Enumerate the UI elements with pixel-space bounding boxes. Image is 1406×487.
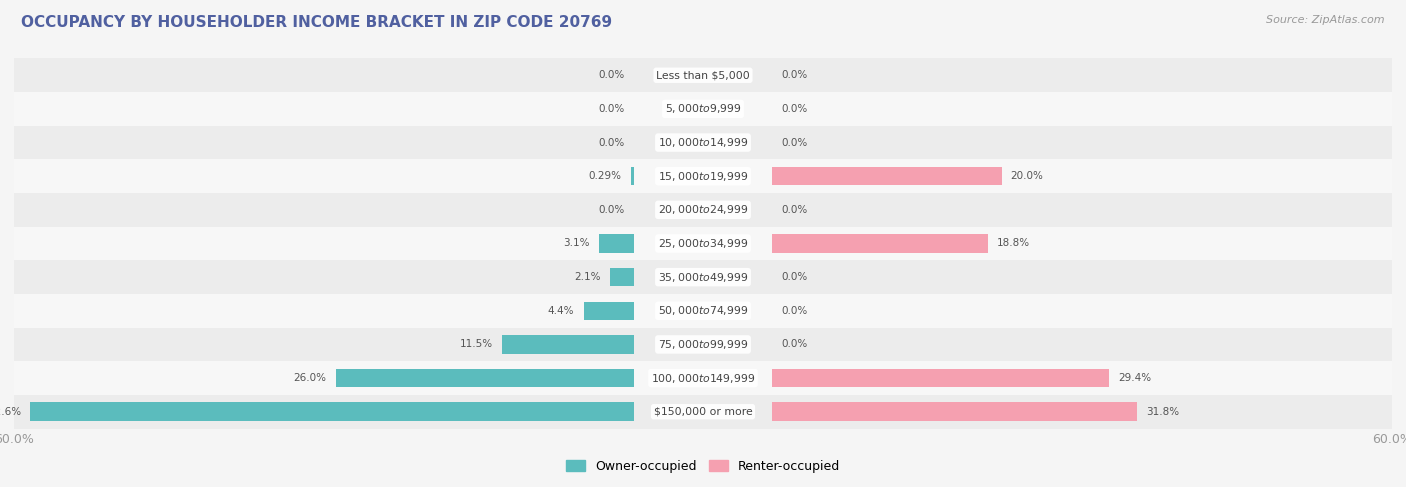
Text: 0.0%: 0.0% <box>782 272 807 282</box>
Bar <box>14 226 1392 261</box>
Bar <box>14 193 1392 226</box>
Bar <box>14 328 1392 361</box>
Bar <box>631 167 634 186</box>
Text: 29.4%: 29.4% <box>1119 373 1152 383</box>
Text: 52.6%: 52.6% <box>0 407 21 417</box>
Bar <box>14 92 1392 126</box>
Text: $75,000 to $99,999: $75,000 to $99,999 <box>658 338 748 351</box>
Bar <box>772 167 1001 186</box>
Bar <box>772 234 988 253</box>
Text: $50,000 to $74,999: $50,000 to $74,999 <box>658 304 748 318</box>
Text: 2.1%: 2.1% <box>574 272 600 282</box>
Text: 0.0%: 0.0% <box>782 205 807 215</box>
Text: $25,000 to $34,999: $25,000 to $34,999 <box>658 237 748 250</box>
Bar <box>14 58 1392 92</box>
Bar <box>610 268 634 286</box>
Text: $15,000 to $19,999: $15,000 to $19,999 <box>658 169 748 183</box>
Text: 0.0%: 0.0% <box>599 205 624 215</box>
Text: 0.0%: 0.0% <box>599 104 624 114</box>
Text: Less than $5,000: Less than $5,000 <box>657 70 749 80</box>
Text: Source: ZipAtlas.com: Source: ZipAtlas.com <box>1267 15 1385 25</box>
Bar <box>599 234 634 253</box>
Bar <box>14 126 1392 159</box>
Bar <box>14 361 1392 395</box>
Legend: Owner-occupied, Renter-occupied: Owner-occupied, Renter-occupied <box>561 455 845 478</box>
Text: 18.8%: 18.8% <box>997 239 1031 248</box>
Text: 0.0%: 0.0% <box>599 137 624 148</box>
Bar <box>583 301 634 320</box>
Text: 0.0%: 0.0% <box>782 70 807 80</box>
Text: $35,000 to $49,999: $35,000 to $49,999 <box>658 271 748 283</box>
Text: 0.0%: 0.0% <box>782 339 807 350</box>
Bar <box>502 335 634 354</box>
Text: 0.0%: 0.0% <box>782 137 807 148</box>
Text: 0.29%: 0.29% <box>589 171 621 181</box>
Text: $100,000 to $149,999: $100,000 to $149,999 <box>651 372 755 385</box>
Text: 11.5%: 11.5% <box>460 339 494 350</box>
Text: 0.0%: 0.0% <box>782 104 807 114</box>
Bar <box>14 261 1392 294</box>
Text: 0.0%: 0.0% <box>599 70 624 80</box>
Bar <box>336 369 634 387</box>
Text: $20,000 to $24,999: $20,000 to $24,999 <box>658 204 748 216</box>
Bar <box>14 159 1392 193</box>
Text: 4.4%: 4.4% <box>548 306 575 316</box>
Text: $10,000 to $14,999: $10,000 to $14,999 <box>658 136 748 149</box>
Text: $5,000 to $9,999: $5,000 to $9,999 <box>665 102 741 115</box>
Text: 26.0%: 26.0% <box>294 373 326 383</box>
Bar <box>14 294 1392 328</box>
Bar <box>772 369 1109 387</box>
Bar <box>14 395 1392 429</box>
Text: $150,000 or more: $150,000 or more <box>654 407 752 417</box>
Text: 3.1%: 3.1% <box>562 239 589 248</box>
Text: OCCUPANCY BY HOUSEHOLDER INCOME BRACKET IN ZIP CODE 20769: OCCUPANCY BY HOUSEHOLDER INCOME BRACKET … <box>21 15 612 30</box>
Text: 20.0%: 20.0% <box>1011 171 1043 181</box>
Text: 0.0%: 0.0% <box>782 306 807 316</box>
Bar <box>30 402 634 421</box>
Text: 31.8%: 31.8% <box>1146 407 1180 417</box>
Bar <box>772 402 1137 421</box>
